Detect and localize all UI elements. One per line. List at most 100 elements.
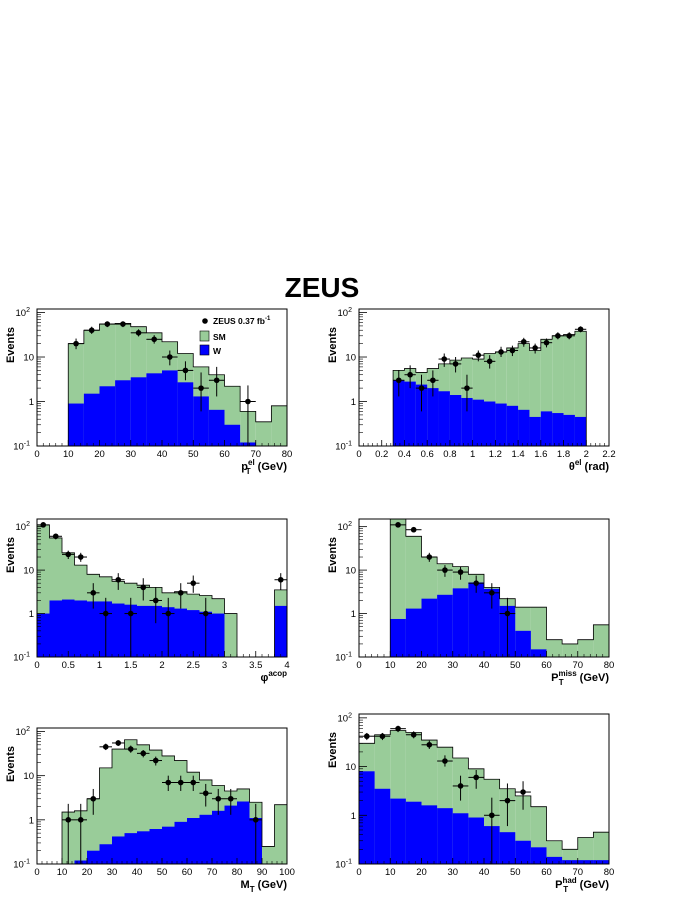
sm-bar	[593, 624, 609, 657]
data-point	[177, 779, 184, 786]
x-tick-label: 40	[479, 660, 490, 671]
data-point	[140, 584, 147, 591]
w-bar	[99, 386, 116, 446]
data-point	[486, 358, 493, 365]
data-point	[140, 750, 147, 757]
w-bar	[146, 373, 162, 446]
legend-sm-label: SM	[213, 332, 226, 342]
w-bar	[499, 832, 516, 864]
data-point	[498, 349, 504, 355]
w-bar	[562, 860, 578, 864]
w-bar	[162, 370, 178, 446]
x-tick-label: 10	[385, 867, 396, 878]
data-point	[489, 590, 495, 596]
data-point	[504, 610, 511, 617]
x-tick-label: 80	[604, 660, 615, 671]
x-tick-label: 20	[94, 449, 105, 460]
y-axis-label: Events	[327, 327, 339, 363]
w-bar	[449, 395, 462, 446]
w-bar	[87, 601, 100, 657]
w-bar	[68, 403, 84, 446]
x-tick-label: 1.2	[489, 449, 502, 460]
data-point	[177, 590, 184, 596]
data-point	[395, 522, 401, 528]
w-bar	[484, 588, 500, 657]
w-bar	[390, 798, 406, 864]
data-point	[135, 330, 142, 336]
data-point	[473, 580, 479, 586]
data-point	[120, 321, 126, 327]
w-bar	[99, 844, 112, 864]
x-tick-label: 2	[584, 449, 589, 460]
y-tick-label: 10-1	[13, 652, 30, 664]
w-bar	[62, 599, 75, 657]
w-bar	[529, 416, 541, 446]
data-point	[364, 733, 370, 740]
legend-w-swatch	[199, 344, 210, 356]
x-tick-label: 90	[257, 867, 268, 878]
y-tick-label: 1	[351, 397, 356, 408]
legend-data-marker	[202, 318, 208, 324]
sm-bar	[87, 798, 100, 864]
x-tick-label: 50	[188, 449, 199, 460]
data-point	[88, 327, 95, 334]
x-tick-label: 30	[447, 660, 458, 671]
w-bar	[212, 810, 225, 864]
data-point	[65, 817, 72, 823]
panel-2: 0 0.2 0.4 0.6 0.8 1 1.2 1.4 1.6 1.8 2 2.2 10-1 1 10 102…	[327, 307, 616, 473]
y-tick-label: 102	[16, 307, 31, 319]
y-axis-label: Events	[5, 537, 17, 573]
x-tick-label: 40	[157, 449, 168, 460]
w-bar	[224, 424, 241, 446]
x-tick-label: 50	[510, 867, 521, 878]
data-point	[52, 533, 59, 540]
x-tick-label: 4	[284, 660, 289, 671]
data-point	[532, 345, 538, 351]
data-point	[509, 347, 516, 354]
w-bar	[438, 391, 450, 446]
w-bar	[199, 814, 212, 864]
w-bar	[574, 416, 587, 446]
w-bar	[405, 608, 422, 657]
x-tick-label: 2	[159, 660, 164, 671]
w-bar	[374, 788, 391, 864]
w-bar	[404, 381, 416, 446]
data-point	[127, 610, 134, 617]
data-point	[182, 367, 189, 374]
w-bar	[393, 380, 405, 446]
data-point	[442, 567, 448, 573]
w-bar	[115, 380, 131, 446]
w-bar	[174, 608, 187, 657]
x-tick-label: 30	[125, 449, 136, 460]
w-bar	[149, 829, 162, 864]
y-tick-label: 102	[338, 712, 353, 724]
sm-outline	[67, 322, 288, 446]
sm-bar	[484, 353, 496, 446]
x-tick-label: 1.8	[557, 449, 570, 460]
w-bar	[224, 805, 237, 864]
data-point	[407, 371, 413, 378]
w-bar	[112, 836, 125, 864]
x-tick-label: 0	[34, 449, 39, 460]
w-bar	[37, 613, 50, 657]
data-point	[543, 339, 550, 346]
y-tick-label: 10	[23, 353, 34, 364]
sm-outline	[61, 739, 288, 864]
w-bar	[187, 610, 200, 657]
w-bar	[468, 582, 484, 657]
x-tick-label: 10	[57, 867, 68, 878]
w-bar	[461, 397, 473, 446]
data-point	[77, 554, 84, 560]
x-axis-label: φacop	[260, 669, 287, 684]
data-point	[90, 795, 97, 802]
data-point	[167, 354, 173, 360]
data-point	[475, 352, 482, 358]
w-bar	[74, 600, 87, 657]
w-bar	[124, 833, 137, 864]
w-bar	[187, 818, 200, 864]
x-tick-label: 0	[356, 660, 361, 671]
data-point	[77, 817, 84, 823]
data-point	[457, 783, 464, 789]
w-bar	[421, 598, 438, 657]
panel-5: 0 10 20 30 40 50 60 70 80 90 100 10-1 1 10 102 Events MT…	[5, 726, 295, 894]
